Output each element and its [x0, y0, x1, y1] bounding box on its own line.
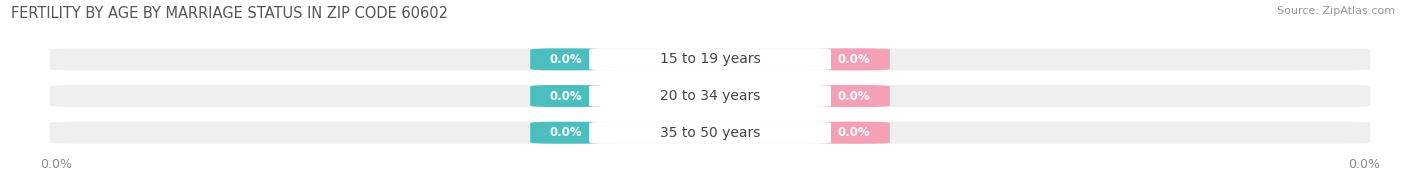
FancyBboxPatch shape	[589, 48, 831, 70]
Text: 0.0%: 0.0%	[550, 53, 582, 66]
FancyBboxPatch shape	[818, 85, 890, 107]
FancyBboxPatch shape	[818, 48, 890, 70]
Legend: Married, Unmarried: Married, Unmarried	[609, 191, 811, 196]
FancyBboxPatch shape	[49, 85, 1371, 107]
FancyBboxPatch shape	[589, 122, 831, 144]
Text: FERTILITY BY AGE BY MARRIAGE STATUS IN ZIP CODE 60602: FERTILITY BY AGE BY MARRIAGE STATUS IN Z…	[11, 6, 449, 21]
Text: 15 to 19 years: 15 to 19 years	[659, 52, 761, 66]
Text: 0.0%: 0.0%	[838, 90, 870, 103]
FancyBboxPatch shape	[49, 122, 1371, 144]
Text: 20 to 34 years: 20 to 34 years	[659, 89, 761, 103]
FancyBboxPatch shape	[530, 48, 602, 70]
FancyBboxPatch shape	[530, 122, 602, 144]
Text: 0.0%: 0.0%	[550, 90, 582, 103]
Text: 0.0%: 0.0%	[838, 126, 870, 139]
Text: 0.0%: 0.0%	[838, 53, 870, 66]
FancyBboxPatch shape	[530, 85, 602, 107]
FancyBboxPatch shape	[49, 48, 1371, 70]
FancyBboxPatch shape	[818, 122, 890, 144]
FancyBboxPatch shape	[589, 85, 831, 107]
Text: Source: ZipAtlas.com: Source: ZipAtlas.com	[1277, 6, 1395, 16]
Text: 35 to 50 years: 35 to 50 years	[659, 126, 761, 140]
Text: 0.0%: 0.0%	[550, 126, 582, 139]
